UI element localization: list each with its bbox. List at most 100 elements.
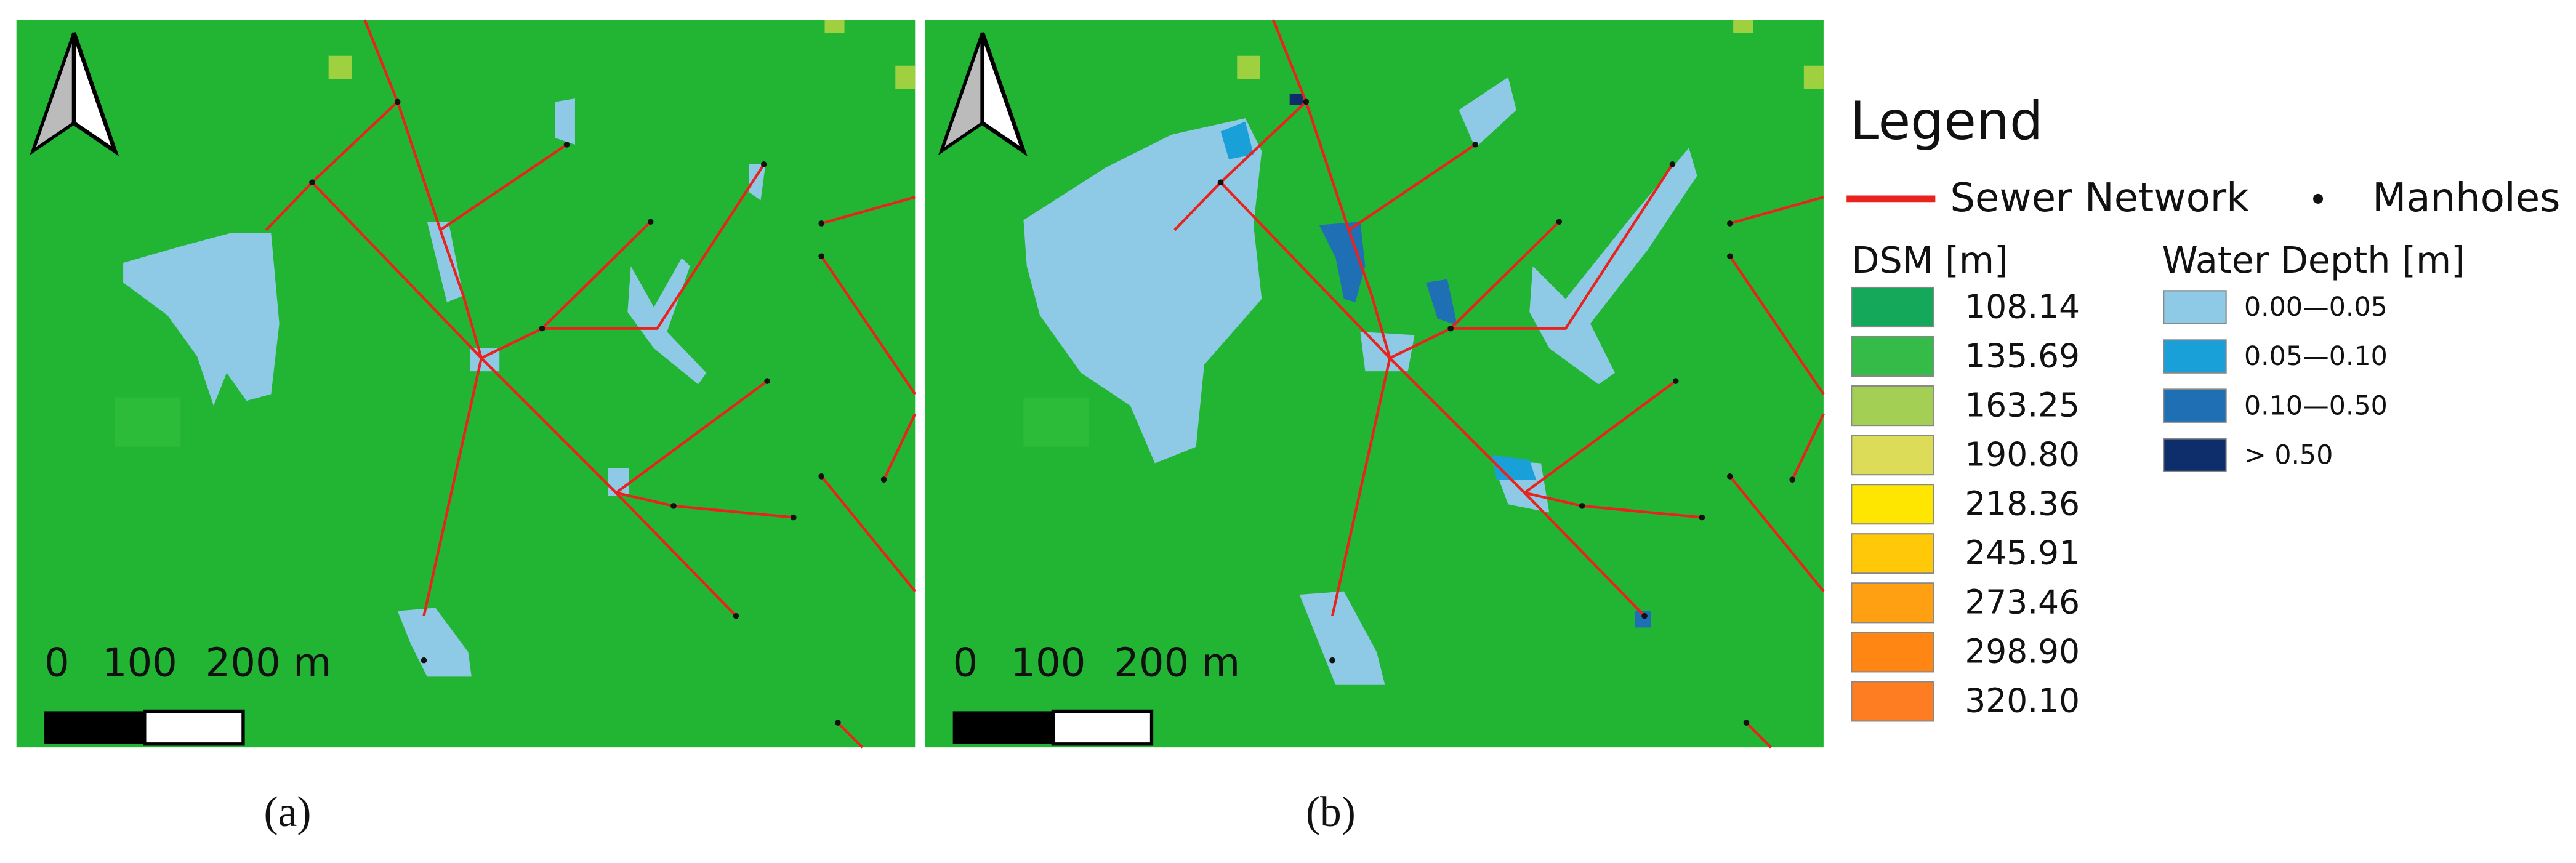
manhole <box>1743 720 1750 726</box>
manhole <box>818 253 824 260</box>
sewer-line <box>837 721 864 749</box>
dsm-swatch <box>1851 484 1934 525</box>
water-depth-swatch <box>2163 339 2227 374</box>
manhole <box>1303 98 1310 105</box>
manhole <box>670 503 677 509</box>
manhole <box>1641 612 1648 619</box>
manhole <box>1699 514 1705 521</box>
flood-area <box>427 222 464 302</box>
flood-depth <box>1426 279 1457 326</box>
panel-label: (a) <box>264 789 311 836</box>
manhole <box>1726 220 1733 227</box>
dsm-swatch <box>1851 435 1934 476</box>
map-background <box>16 20 916 748</box>
sewer-line <box>882 413 917 481</box>
dsm-label: 190.80 <box>1965 435 2080 473</box>
flood-area <box>749 164 766 201</box>
manhole <box>1447 325 1454 332</box>
water-depth-swatch <box>2163 290 2227 324</box>
dsm-swatch <box>1851 385 1934 427</box>
terrain-patch <box>1733 20 1753 33</box>
legend-manhole-label: Manholes <box>2372 175 2560 221</box>
scale-bar-white <box>1051 709 1154 746</box>
dsm-label: 273.46 <box>1965 583 2080 622</box>
sewer-line <box>542 163 765 330</box>
terrain-patch <box>824 20 845 33</box>
manhole <box>1556 219 1563 225</box>
water-depth-label: 0.10—0.50 <box>2244 390 2388 421</box>
manhole <box>791 514 797 521</box>
manhole <box>1789 476 1795 483</box>
sewer-line <box>1745 721 1773 749</box>
sewer-line <box>439 143 568 231</box>
manhole <box>1669 161 1676 167</box>
scale-bar-label: 100 <box>102 640 177 686</box>
water-depth-label: 0.00—0.05 <box>2244 292 2388 323</box>
legend-manhole-swatch <box>2313 193 2324 204</box>
water-depth-title: Water Depth [m] <box>2162 239 2466 281</box>
legend-sewer-label: Sewer Network <box>1950 175 2249 221</box>
scale-bar-label: 0 <box>953 640 978 686</box>
dsm-swatch <box>1851 335 1934 377</box>
dsm-label: 218.36 <box>1965 484 2080 523</box>
manhole <box>421 657 427 664</box>
manhole <box>1472 142 1478 148</box>
sewer-line <box>820 475 916 592</box>
sewer-line <box>1791 413 1825 481</box>
scale-bar-label: 0 <box>44 640 70 686</box>
flood-area <box>1299 591 1385 685</box>
sewer-line <box>1272 19 1391 359</box>
terrain-patch <box>328 55 352 79</box>
legend-title: Legend <box>1850 91 2043 152</box>
manhole <box>818 220 824 227</box>
dsm-label: 245.91 <box>1965 534 2080 572</box>
terrain-patch <box>115 397 181 447</box>
scale-bar-black <box>952 711 1053 744</box>
map-panel: 0 100 200 m <box>16 19 917 749</box>
flood-area <box>1023 118 1262 464</box>
flood-area <box>1529 148 1697 385</box>
sewer-line <box>422 358 483 617</box>
manhole <box>1329 657 1335 664</box>
flood-depth <box>1220 121 1254 159</box>
dsm-swatch <box>1851 632 1934 673</box>
manhole <box>647 219 654 225</box>
water-depth-swatch <box>2163 438 2227 472</box>
flood-area <box>397 608 472 677</box>
manhole <box>1672 378 1679 384</box>
water-depth-label: > 0.50 <box>2244 440 2333 470</box>
sewer-line <box>311 181 483 359</box>
flood-depth <box>1491 455 1536 480</box>
manhole <box>1579 503 1585 509</box>
dsm-swatch <box>1851 582 1934 624</box>
manhole <box>1726 473 1733 480</box>
manhole <box>835 720 841 726</box>
dsm-swatch <box>1851 286 1934 328</box>
flood-area <box>555 98 575 145</box>
manhole <box>764 378 770 384</box>
dsm-label: 298.90 <box>1965 632 2080 671</box>
dsm-swatch <box>1851 533 1934 574</box>
manhole <box>1726 253 1733 260</box>
sewer-line <box>615 380 768 494</box>
sewer-line <box>1523 380 1677 494</box>
manhole <box>818 473 824 480</box>
north-arrow-right <box>980 32 1028 156</box>
manhole <box>309 179 315 186</box>
water-depth-label: 0.05—0.10 <box>2244 341 2388 372</box>
sewer-line <box>1220 181 1391 359</box>
sewer-line <box>1348 143 1476 231</box>
north-arrow-right <box>71 32 119 156</box>
terrain-patch <box>895 65 916 89</box>
water-depth-swatch <box>2163 388 2227 423</box>
map-panel: 0 100 200 m <box>925 19 1825 749</box>
manhole <box>1217 179 1224 186</box>
dsm-label: 163.25 <box>1965 385 2080 424</box>
map-background <box>925 20 1824 748</box>
scale-bar-black <box>44 711 145 744</box>
manhole <box>760 161 767 167</box>
sewer-line <box>1451 163 1674 330</box>
scale-bar-label: 200 m <box>1114 640 1240 686</box>
dsm-label: 320.10 <box>1965 681 2080 720</box>
